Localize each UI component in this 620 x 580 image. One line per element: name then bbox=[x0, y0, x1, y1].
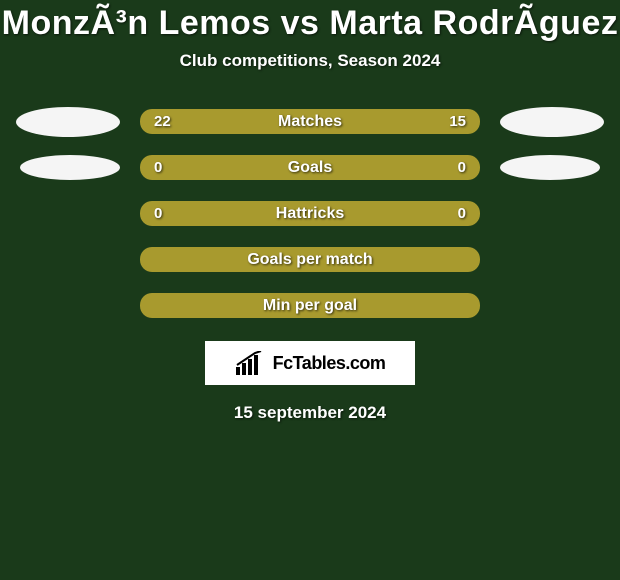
source-logo: FcTables.com bbox=[205, 341, 415, 385]
right-ellipse bbox=[500, 107, 604, 137]
page-title: MonzÃ³n Lemos vs Marta RodrÃguez bbox=[2, 4, 619, 43]
stat-bar: 0 Hattricks 0 bbox=[140, 201, 480, 226]
stat-label: Matches bbox=[278, 113, 342, 131]
date-label: 15 september 2024 bbox=[234, 403, 386, 423]
right-ellipse bbox=[500, 155, 600, 180]
stat-row: Min per goal bbox=[16, 293, 604, 318]
stat-right-value: 15 bbox=[449, 113, 466, 130]
left-ellipse bbox=[20, 155, 120, 180]
stat-bar: Goals per match bbox=[140, 247, 480, 272]
stat-label: Goals per match bbox=[247, 251, 372, 269]
stat-row: 22 Matches 15 bbox=[16, 109, 604, 134]
stat-left-value: 0 bbox=[154, 159, 162, 176]
stat-row: 0 Goals 0 bbox=[16, 155, 604, 180]
stat-right-value: 0 bbox=[458, 159, 466, 176]
stat-bar: Min per goal bbox=[140, 293, 480, 318]
comparison-card: MonzÃ³n Lemos vs Marta RodrÃguez Club co… bbox=[0, 0, 620, 423]
stat-left-value: 0 bbox=[154, 205, 162, 222]
stat-row: 0 Hattricks 0 bbox=[16, 201, 604, 226]
stat-row: Goals per match bbox=[16, 247, 604, 272]
left-ellipse bbox=[16, 107, 120, 137]
stat-label: Min per goal bbox=[263, 297, 357, 315]
stat-right-value: 0 bbox=[458, 205, 466, 222]
subtitle: Club competitions, Season 2024 bbox=[180, 51, 441, 71]
stat-label: Goals bbox=[288, 159, 332, 177]
stats-list: 22 Matches 15 0 Goals 0 0 Hattricks 0 Goals per m… bbox=[16, 109, 604, 339]
stat-bar: 22 Matches 15 bbox=[140, 109, 480, 134]
chart-icon bbox=[235, 351, 265, 375]
logo-text: FcTables.com bbox=[273, 353, 386, 374]
stat-left-value: 22 bbox=[154, 113, 171, 130]
stat-label: Hattricks bbox=[276, 205, 344, 223]
stat-bar: 0 Goals 0 bbox=[140, 155, 480, 180]
